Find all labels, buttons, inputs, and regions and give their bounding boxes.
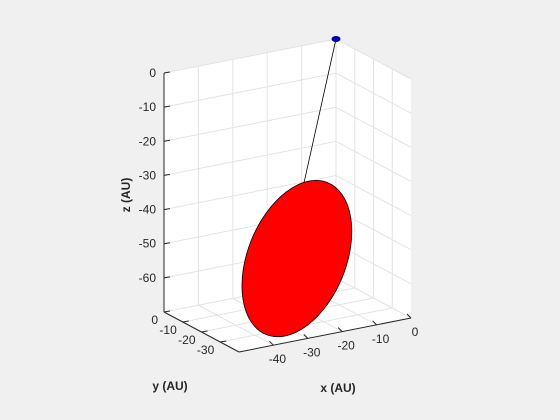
x-tick: [269, 340, 274, 346]
x-tick-label: -30: [303, 345, 321, 359]
y-tick: [182, 320, 189, 323]
z-tick: [163, 173, 171, 176]
axes-3d: 0-10-20-30-40-50-600-10-20-30-40 -30 -20 -1…: [139, 38, 419, 366]
z-tick-label: -40: [139, 203, 157, 217]
z-tick-label: 0: [149, 66, 156, 80]
blue-marker: [331, 36, 341, 42]
z-tick: [163, 276, 171, 279]
y-tick: [220, 340, 227, 343]
grid-line: [163, 72, 337, 108]
grid-line: [163, 140, 337, 176]
y-tick: [201, 330, 208, 333]
z-tick: [163, 105, 171, 108]
data-layer: [241, 36, 353, 338]
x-tick-label: 0: [412, 325, 419, 339]
z-tick: [163, 139, 171, 142]
x-tick: [303, 334, 309, 339]
y-axis-label: y (AU): [152, 379, 187, 393]
grid-line: [335, 140, 412, 182]
axis-labels: x (AU) y (AU) z (AU): [119, 178, 356, 395]
z-tick: [163, 208, 171, 211]
z-tick-label: -50: [139, 237, 157, 251]
x-tick-label: -10: [372, 332, 390, 346]
z-axis-label: z (AU): [119, 178, 133, 213]
grid-line: [163, 106, 337, 142]
grid-line: [335, 106, 412, 148]
z-tick-label: -10: [139, 100, 157, 114]
z-tick-label: -20: [139, 134, 157, 148]
grid-line: [335, 72, 412, 114]
red-disk: [241, 179, 353, 338]
y-tick-label: -20: [178, 333, 196, 347]
x-tick-label: -40: [269, 352, 287, 366]
z-tick-label: -60: [139, 271, 157, 285]
y-tick-label: 0: [151, 313, 158, 327]
grid-line: [335, 175, 412, 217]
x-tick: [406, 313, 412, 319]
grid-line: [163, 38, 337, 74]
x-tick: [372, 320, 377, 326]
y-tick-label: -10: [159, 323, 177, 337]
x-tick-label: -20: [338, 339, 356, 353]
grid-line: [335, 38, 412, 80]
z-tick: [163, 71, 171, 74]
x-tick: [337, 327, 343, 332]
x-axis-line: [238, 317, 412, 353]
z-tick-label: -30: [139, 168, 157, 182]
y-tick-label: -30: [197, 343, 215, 357]
y-tick: [163, 310, 171, 313]
z-tick: [163, 242, 171, 245]
x-axis-label: x (AU): [320, 381, 355, 395]
